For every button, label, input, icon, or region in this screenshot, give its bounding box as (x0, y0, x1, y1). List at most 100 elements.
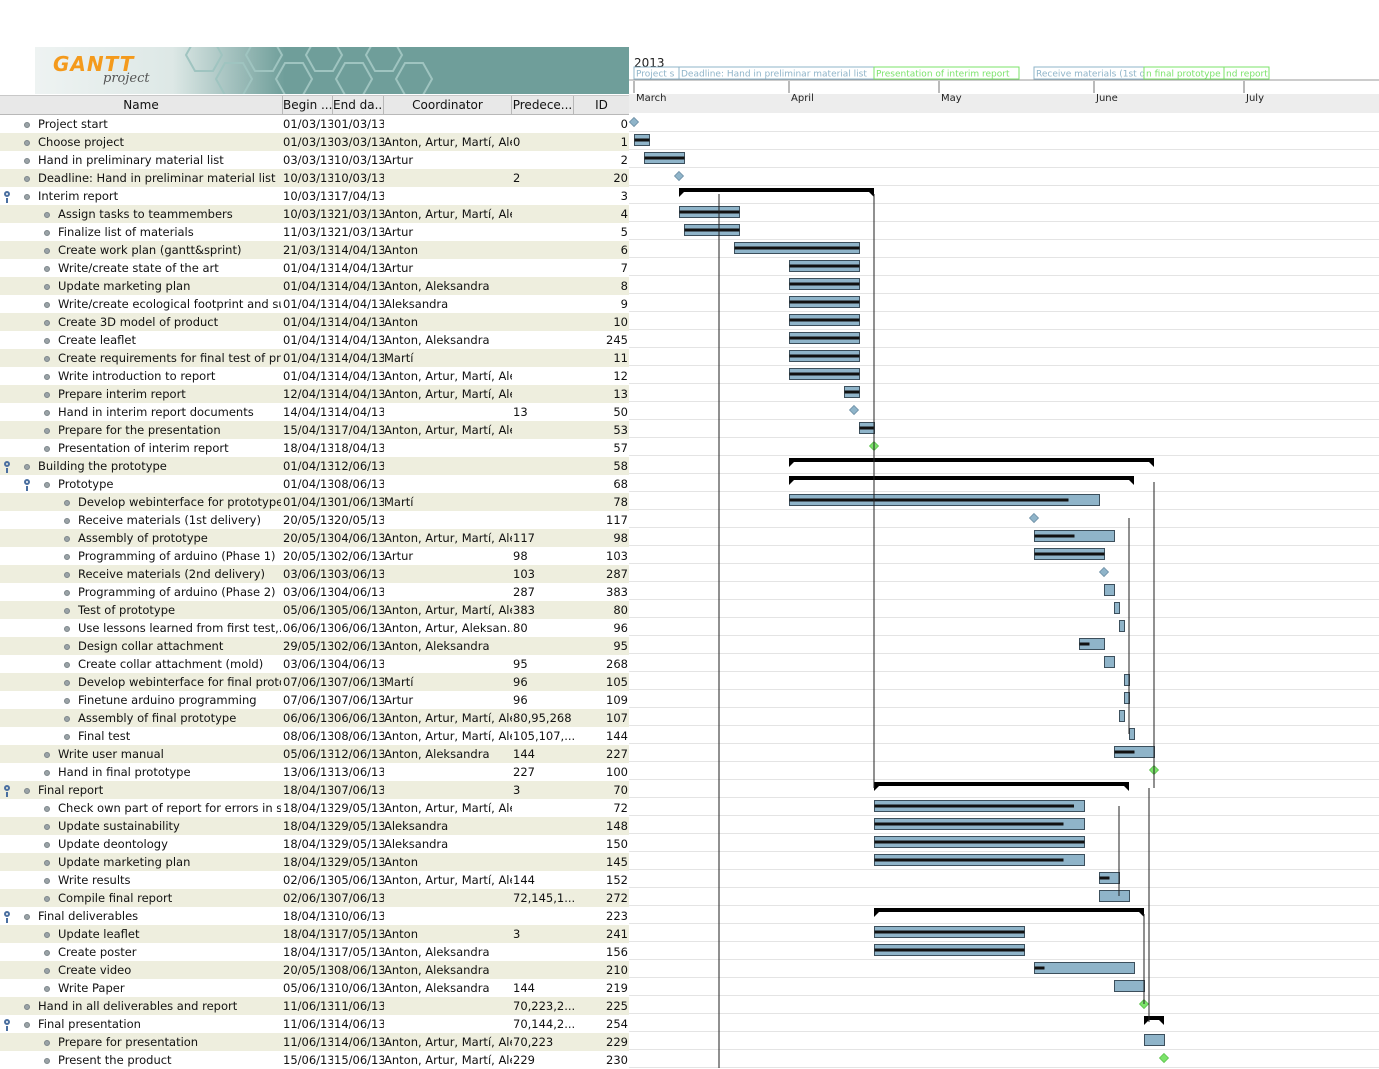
task-row[interactable]: Project start 01/03/13 01/03/13 0 (0, 115, 629, 133)
task-row[interactable]: Update marketing plan 18/04/13 29/05/13 Ant… (0, 853, 629, 871)
expand-toggle-icon[interactable] (4, 461, 10, 473)
task-bar[interactable] (874, 818, 1085, 830)
task-bar[interactable] (1144, 1034, 1165, 1046)
task-bar[interactable] (1034, 530, 1115, 542)
task-bar[interactable] (1129, 728, 1135, 740)
task-bar[interactable] (634, 134, 650, 146)
task-row[interactable]: Assembly of prototype 20/05/13 04/06/13 Ant… (0, 529, 629, 547)
task-row[interactable]: Final deliverables 18/04/13 10/06/13 223 (0, 907, 629, 925)
task-bar[interactable] (789, 260, 860, 272)
task-row[interactable]: Receive materials (1st delivery) 20/05/13… (0, 511, 629, 529)
task-row[interactable]: Create poster 18/04/13 17/05/13 Anton, Alek… (0, 943, 629, 961)
expand-toggle-icon[interactable] (4, 785, 10, 797)
task-bar[interactable] (1034, 962, 1135, 974)
task-bar[interactable] (789, 296, 860, 308)
milestone-marker[interactable] (673, 170, 685, 182)
column-header-name[interactable]: Name (0, 96, 283, 114)
summary-bar[interactable] (789, 458, 1154, 467)
task-bar[interactable] (874, 926, 1025, 938)
task-row[interactable]: Update sustainability 18/04/13 29/05/13 Ale… (0, 817, 629, 835)
task-bar[interactable] (734, 242, 860, 254)
task-row[interactable]: Receive materials (2nd delivery) 03/06/13… (0, 565, 629, 583)
task-row[interactable]: Programming of arduino (Phase 1) 20/05/13… (0, 547, 629, 565)
milestone-marker[interactable] (848, 404, 860, 416)
milestone-marker[interactable] (1028, 512, 1040, 524)
summary-bar[interactable] (1144, 1016, 1164, 1025)
task-bar[interactable] (1034, 548, 1105, 560)
task-row[interactable]: Deadline: Hand in preliminar material li… (0, 169, 629, 187)
task-row[interactable]: Write user manual 05/06/13 12/06/13 Anton, … (0, 745, 629, 763)
task-row[interactable]: Assign tasks to teammembers 10/03/13 21/03… (0, 205, 629, 223)
task-row[interactable]: Hand in final prototype 13/06/13 13/06/13 2… (0, 763, 629, 781)
task-bar[interactable] (1114, 746, 1155, 758)
task-row[interactable]: Programming of arduino (Phase 2) 03/06/13… (0, 583, 629, 601)
task-row[interactable]: Use lessons learned from first test,... 0… (0, 619, 629, 637)
task-row[interactable]: Final presentation 11/06/13 14/06/13 70,144… (0, 1015, 629, 1033)
column-header-end[interactable]: End da... (333, 96, 384, 114)
task-bar[interactable] (679, 206, 740, 218)
expand-toggle-icon[interactable] (4, 911, 10, 923)
task-bar[interactable] (789, 314, 860, 326)
task-row[interactable]: Hand in preliminary material list 03/03/1… (0, 151, 629, 169)
summary-bar[interactable] (679, 188, 874, 197)
task-row[interactable]: Final test 08/06/13 08/06/13 Anton, Artur, … (0, 727, 629, 745)
task-row[interactable]: Building the prototype 01/04/13 12/06/13 58 (0, 457, 629, 475)
task-row[interactable]: Present the product 15/06/13 15/06/13 Anton… (0, 1051, 629, 1069)
task-bar[interactable] (789, 368, 860, 380)
expand-toggle-icon[interactable] (24, 479, 30, 491)
task-row[interactable]: Create 3D model of product 01/04/13 14/04/… (0, 313, 629, 331)
milestone-marker[interactable] (1098, 566, 1110, 578)
column-header-predecessors[interactable]: Predece... (512, 96, 574, 114)
task-row[interactable]: Prepare interim report 12/04/13 14/04/13 An… (0, 385, 629, 403)
task-bar[interactable] (874, 836, 1085, 848)
column-header-begin[interactable]: Begin ... (283, 96, 333, 114)
task-row[interactable]: Finetune arduino programming 07/06/13 07/0… (0, 691, 629, 709)
task-row[interactable]: Create work plan (gantt&sprint) 21/03/13 1… (0, 241, 629, 259)
task-row[interactable]: Finalize list of materials 11/03/13 21/03/… (0, 223, 629, 241)
task-bar[interactable] (684, 224, 740, 236)
task-row[interactable]: Prepare for presentation 11/06/13 14/06/13… (0, 1033, 629, 1051)
expand-toggle-icon[interactable] (4, 191, 10, 203)
key-milestone-marker[interactable] (1158, 1052, 1170, 1064)
task-row[interactable]: Hand in interim report documents 14/04/13… (0, 403, 629, 421)
task-row[interactable]: Choose project 01/03/13 03/03/13 Anton, Art… (0, 133, 629, 151)
task-bar[interactable] (789, 350, 860, 362)
summary-bar[interactable] (874, 908, 1144, 917)
task-bar[interactable] (1099, 890, 1130, 902)
task-row[interactable]: Final report 18/04/13 07/06/13 3 70 (0, 781, 629, 799)
task-bar[interactable] (874, 944, 1025, 956)
task-bar[interactable] (789, 278, 860, 290)
task-bar[interactable] (1104, 656, 1115, 668)
task-bar[interactable] (1079, 638, 1105, 650)
task-row[interactable]: Prepare for the presentation 15/04/13 17/0… (0, 421, 629, 439)
task-row[interactable]: Write Paper 05/06/13 10/06/13 Anton, Aleksa… (0, 979, 629, 997)
task-row[interactable]: Test of prototype 05/06/13 05/06/13 Anton, … (0, 601, 629, 619)
task-row[interactable]: Write introduction to report 01/04/13 14/0… (0, 367, 629, 385)
task-bar[interactable] (789, 332, 860, 344)
task-row[interactable]: Presentation of interim report 18/04/13 18… (0, 439, 629, 457)
task-bar[interactable] (1099, 872, 1120, 884)
task-bar[interactable] (644, 152, 685, 164)
task-bar[interactable] (859, 422, 875, 434)
task-row[interactable]: Create leaflet 01/04/13 14/04/13 Anton, Ale… (0, 331, 629, 349)
column-header-id[interactable]: ID (595, 98, 608, 112)
task-bar[interactable] (874, 854, 1085, 866)
task-row[interactable]: Create video 20/05/13 08/06/13 Anton, Aleks… (0, 961, 629, 979)
task-row[interactable]: Write/create ecological footprint and su… (0, 295, 629, 313)
task-bar[interactable] (844, 386, 860, 398)
task-row[interactable]: Hand in all deliverables and report 11/06… (0, 997, 629, 1015)
task-bar[interactable] (1114, 602, 1120, 614)
expand-toggle-icon[interactable] (4, 1019, 10, 1031)
task-row[interactable]: Interim report 10/03/13 17/04/13 3 (0, 187, 629, 205)
task-row[interactable]: Prototype 01/04/13 08/06/13 68 (0, 475, 629, 493)
task-bar[interactable] (874, 800, 1085, 812)
task-row[interactable]: Update leaflet 18/04/13 17/05/13 Anton 3 241 (0, 925, 629, 943)
task-bar[interactable] (789, 494, 1100, 506)
task-row[interactable]: Update marketing plan 01/04/13 14/04/13 Ant… (0, 277, 629, 295)
task-row[interactable]: Update deontology 18/04/13 29/05/13 Aleksan… (0, 835, 629, 853)
task-row[interactable]: Create collar attachment (mold) 03/06/13 0… (0, 655, 629, 673)
milestone-marker[interactable] (629, 116, 640, 128)
summary-bar[interactable] (789, 476, 1134, 485)
task-bar[interactable] (1119, 620, 1125, 632)
task-row[interactable]: Check own part of report for errors in s… (0, 799, 629, 817)
